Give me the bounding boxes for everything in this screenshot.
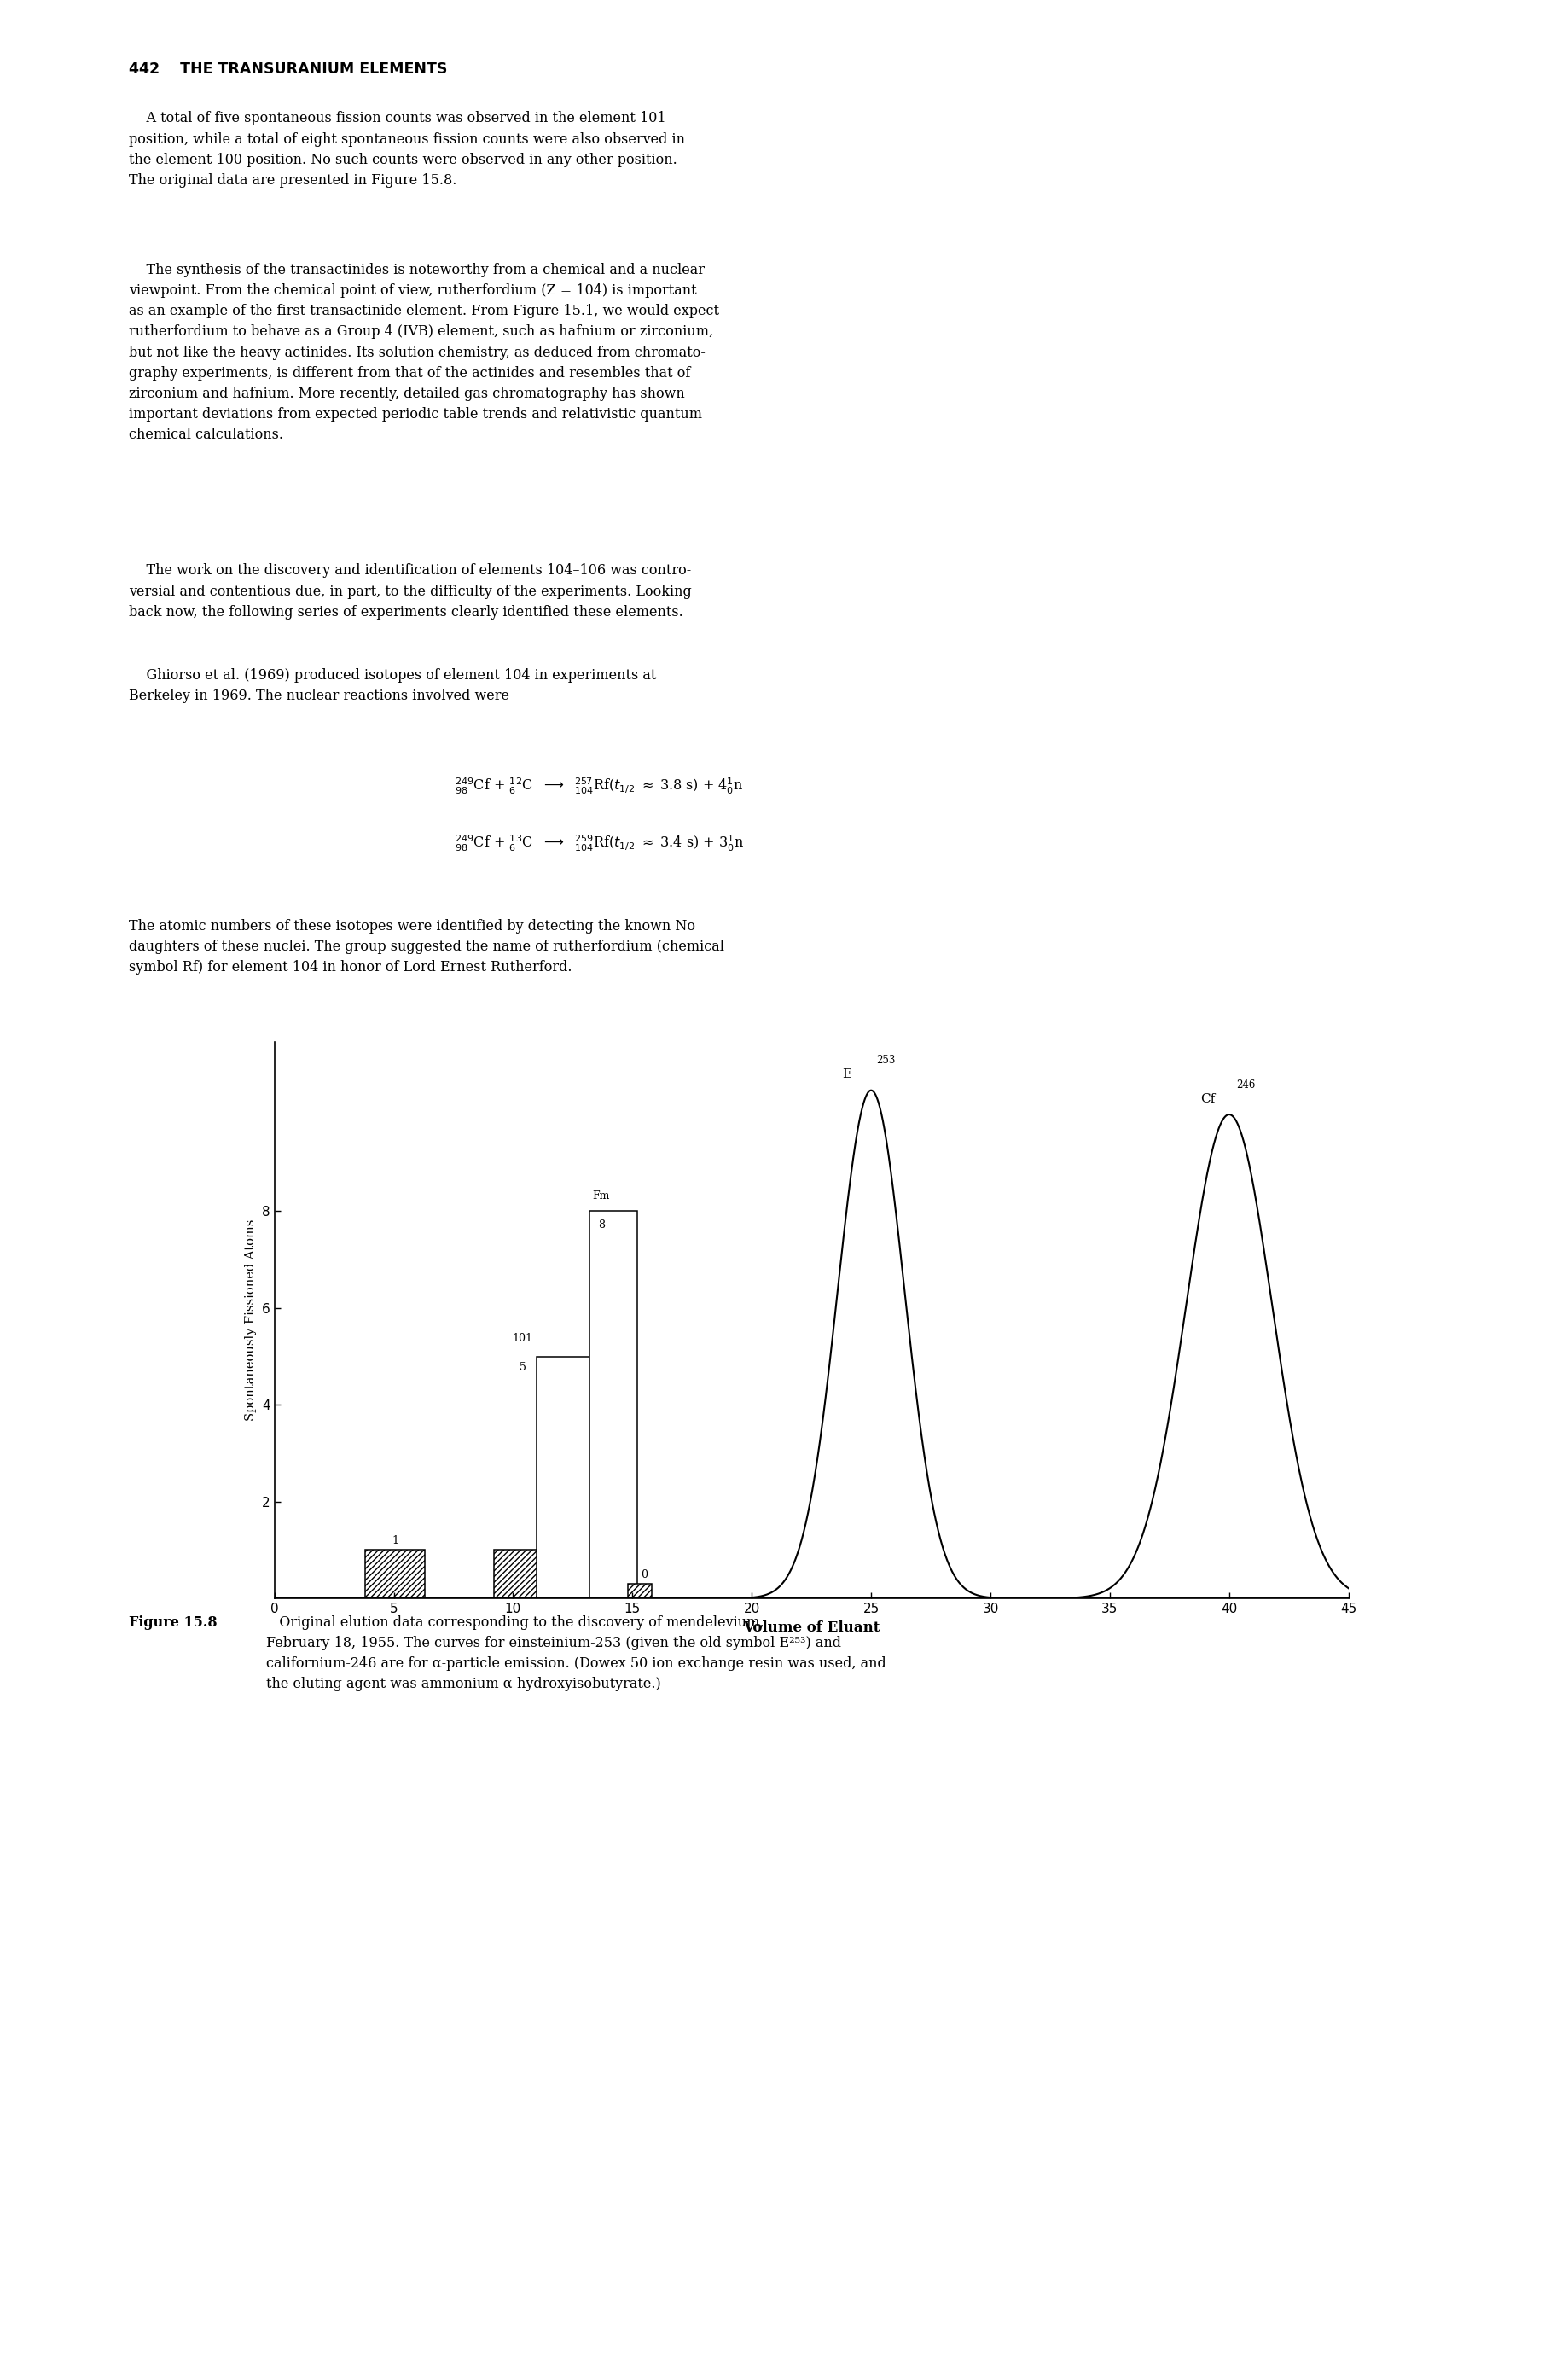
Bar	[365, 1551, 425, 1598]
Text: 1: 1	[392, 1534, 398, 1546]
Text: 0: 0	[641, 1570, 648, 1579]
Text: The work on the discovery and identification of elements 104–106 was contro-
ver: The work on the discovery and identifica…	[129, 564, 691, 620]
Bar	[627, 1584, 652, 1598]
Text: Fm: Fm	[593, 1191, 610, 1201]
Text: Figure 15.8: Figure 15.8	[129, 1615, 216, 1629]
X-axis label: Volume of Eluant: Volume of Eluant	[743, 1620, 880, 1634]
Text: $^{249}_{98}$Cf + $^{12}_{6}$C  $\longrightarrow$  $^{257}_{104}$Rf($t_{1/2}$ $\: $^{249}_{98}$Cf + $^{12}_{6}$C $\longrig…	[455, 777, 743, 796]
Text: 253: 253	[877, 1056, 895, 1066]
Text: 5: 5	[519, 1362, 525, 1373]
Text: The synthesis of the transactinides is noteworthy from a chemical and a nuclear
: The synthesis of the transactinides is n…	[129, 263, 718, 443]
Text: 101: 101	[513, 1333, 533, 1345]
Text: 246: 246	[1236, 1080, 1256, 1089]
Text: The atomic numbers of these isotopes were identified by detecting the known No
d: The atomic numbers of these isotopes wer…	[129, 919, 724, 976]
Text: E: E	[842, 1068, 851, 1080]
Text: 8: 8	[597, 1220, 605, 1231]
Bar	[590, 1212, 637, 1598]
Text: Ghiorso et al. (1969) produced isotopes of element 104 in experiments at
Berkele: Ghiorso et al. (1969) produced isotopes …	[129, 668, 655, 703]
Y-axis label: Spontaneously Fissioned Atoms: Spontaneously Fissioned Atoms	[245, 1220, 257, 1421]
Bar	[494, 1551, 549, 1598]
Text: A total of five spontaneous fission counts was observed in the element 101
posit: A total of five spontaneous fission coun…	[129, 111, 685, 187]
Bar	[536, 1357, 590, 1598]
Text: Original elution data corresponding to the discovery of mendelevium,
February 18: Original elution data corresponding to t…	[267, 1615, 886, 1691]
Text: $^{249}_{98}$Cf + $^{13}_{6}$C  $\longrightarrow$  $^{259}_{104}$Rf($t_{1/2}$ $\: $^{249}_{98}$Cf + $^{13}_{6}$C $\longrig…	[455, 834, 743, 852]
Text: Cf: Cf	[1201, 1094, 1215, 1106]
Text: 442    THE TRANSURANIUM ELEMENTS: 442 THE TRANSURANIUM ELEMENTS	[129, 62, 447, 76]
